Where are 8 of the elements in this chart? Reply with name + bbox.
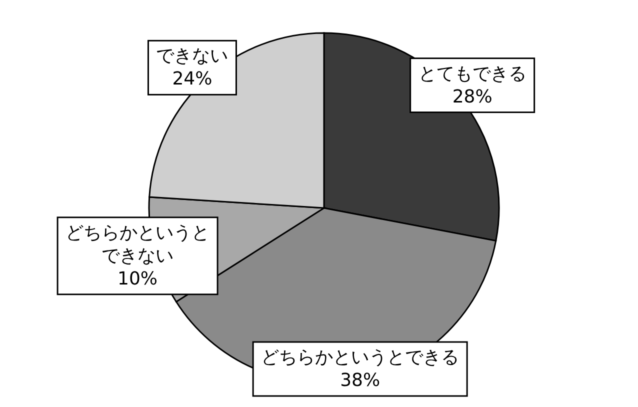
data-label: 28% xyxy=(452,86,492,108)
data-label: 10% xyxy=(118,268,158,290)
slice-label: どちらかというとできる xyxy=(261,347,460,368)
slice-label: とてもできる xyxy=(418,63,526,84)
slice-label: どちらかというとできない xyxy=(66,222,210,266)
data-label: 38% xyxy=(340,370,380,391)
data-label: 24% xyxy=(172,68,212,90)
slice-label: できない xyxy=(156,46,228,67)
